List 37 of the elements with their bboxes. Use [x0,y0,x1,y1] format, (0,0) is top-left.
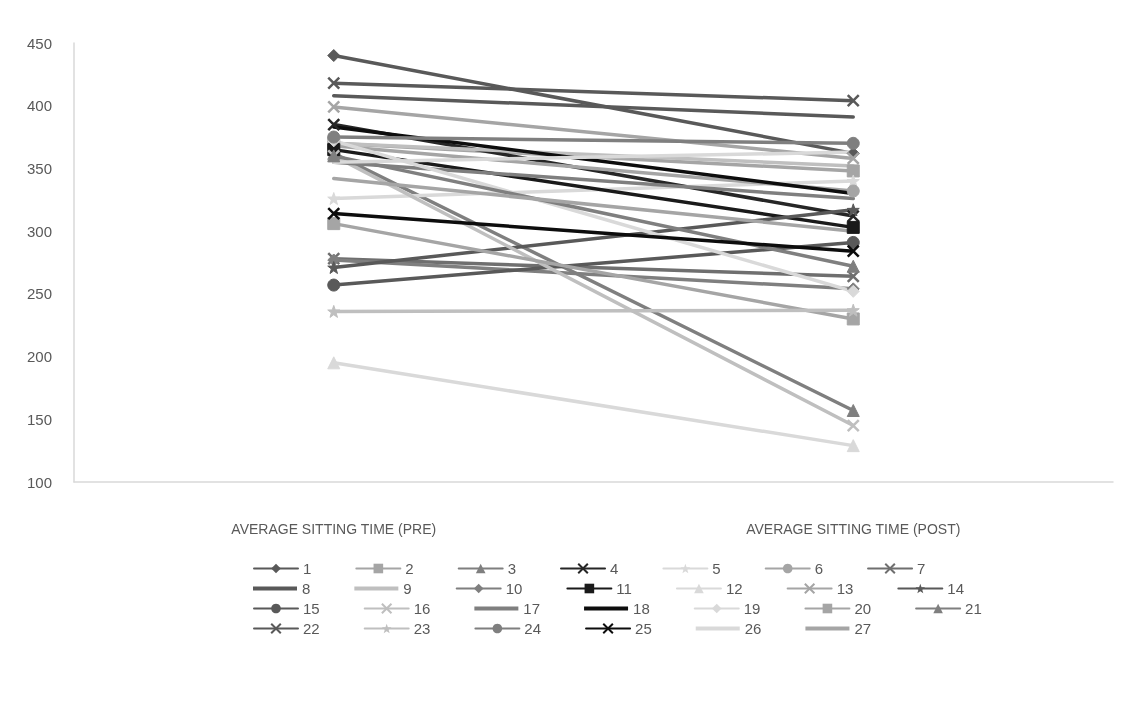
legend-label: 23 [413,620,431,637]
x-tick-label: AVERAGE SITTING TIME (PRE) [231,521,437,537]
legend-label: 12 [725,580,743,597]
legend-label: 24 [524,620,542,637]
legend-label: 26 [744,620,762,637]
legend-label: 5 [712,560,721,577]
y-tick-label: 350 [26,159,52,177]
legend-label: 7 [917,560,926,577]
legend-label: 20 [854,600,872,617]
legend-label: 13 [836,580,854,597]
legend-label: 8 [302,580,311,597]
legend-label: 16 [413,600,431,617]
legend-label: 17 [523,600,541,617]
legend-label: 9 [403,580,412,597]
legend-label: 11 [616,580,632,597]
y-tick-label: 300 [26,222,52,240]
legend-label: 27 [854,620,872,637]
legend-label: 22 [303,620,320,637]
y-tick-label: 450 [26,34,52,52]
legend-label: 2 [405,560,414,577]
y-tick-label: 200 [26,348,52,366]
legend-label: 25 [635,620,652,637]
y-tick-label: 400 [26,97,52,115]
y-tick-label: 100 [26,473,52,491]
legend-label: 10 [505,580,523,597]
legend-label: 15 [303,600,320,617]
legend-label: 1 [303,560,312,577]
legend-label: 19 [743,600,761,617]
legend-label: 6 [814,560,824,577]
legend-label: 18 [633,600,650,617]
x-tick-label: AVERAGE SITTING TIME (POST) [746,521,961,537]
legend-label: 3 [507,560,517,577]
y-tick-label: 250 [26,285,52,303]
legend-label: 14 [947,580,964,597]
legend-label: 21 [965,600,982,617]
legend-label: 4 [610,560,619,577]
y-tick-label: 150 [26,410,52,428]
